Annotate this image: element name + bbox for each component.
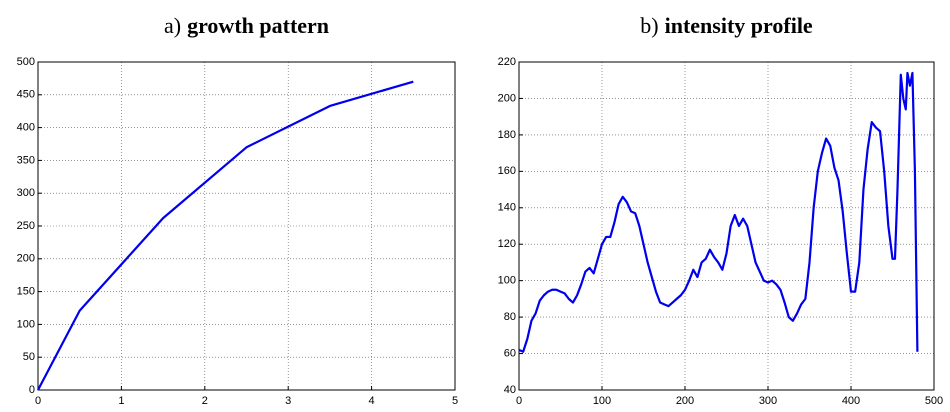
x-tick-label: 0 (516, 395, 522, 407)
y-tick-label: 200 (498, 92, 516, 104)
y-tick-label: 140 (498, 202, 516, 214)
panel-label: b) (640, 13, 658, 38)
y-tick-label: 100 (498, 275, 516, 287)
x-tick-label: 4 (369, 395, 375, 407)
y-tick-label: 180 (498, 129, 516, 141)
title-text: intensity profile (665, 13, 813, 38)
x-tick-label: 100 (593, 395, 611, 407)
y-tick-label: 40 (504, 384, 516, 396)
plot-frame (518, 61, 935, 391)
y-tick-label: 60 (504, 347, 516, 359)
x-tick-label: 300 (759, 395, 777, 407)
y-tick-label: 100 (17, 318, 35, 330)
y-tick-label: 120 (498, 238, 516, 250)
y-tick-label: 300 (17, 187, 35, 199)
chart-title: a) growth pattern (164, 13, 329, 38)
y-tick-label: 450 (17, 89, 35, 101)
y-tick-label: 50 (23, 351, 35, 363)
y-tick-label: 160 (498, 165, 516, 177)
y-tick-label: 200 (17, 253, 35, 265)
y-tick-label: 500 (17, 56, 35, 68)
y-tick-label: 400 (17, 122, 35, 134)
y-tick-label: 150 (17, 286, 35, 298)
y-tick-label: 80 (504, 311, 516, 323)
title-text: growth pattern (187, 13, 329, 38)
x-tick-label: 1 (118, 395, 124, 407)
x-tick-label: 400 (842, 395, 860, 407)
chart-title: b) intensity profile (640, 13, 813, 38)
x-tick-label: 3 (285, 395, 291, 407)
y-tick-label: 250 (17, 220, 35, 232)
y-tick-label: 350 (17, 154, 35, 166)
x-tick-label: 5 (452, 395, 458, 407)
panel-label: a) (164, 13, 181, 38)
plot-area (519, 62, 934, 390)
y-tick-label: 0 (29, 384, 35, 396)
data-line (518, 71, 919, 353)
y-tick-label: 220 (498, 56, 516, 68)
data-line (37, 80, 414, 391)
x-tick-label: 2 (202, 395, 208, 407)
plot-frame (37, 61, 456, 391)
x-tick-label: 200 (676, 395, 694, 407)
x-tick-label: 500 (925, 395, 943, 407)
x-tick-label: 0 (35, 395, 41, 407)
